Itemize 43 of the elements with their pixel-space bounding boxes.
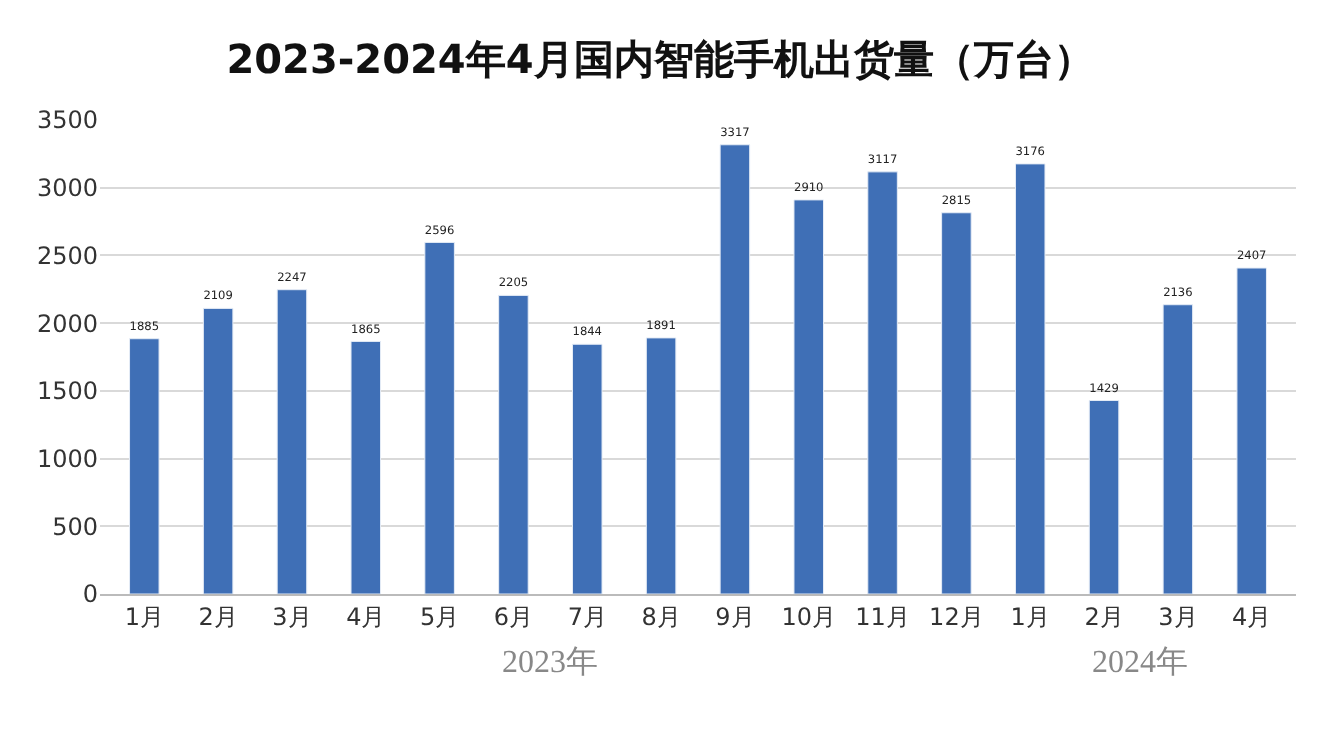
bar: [941, 212, 972, 594]
bar: [867, 171, 898, 594]
x-tick-label: 2月: [1084, 602, 1124, 631]
text: 2023年: [502, 646, 598, 680]
x-tick-label: 3月: [272, 602, 312, 631]
bar: [202, 307, 234, 594]
bar: [572, 343, 603, 594]
bar: [276, 289, 308, 594]
bar: [129, 338, 160, 594]
bar: [645, 337, 677, 594]
y-tick-label: 3000: [36, 174, 98, 203]
x-tick-label: 1月: [1010, 602, 1050, 631]
x-tick-label: 8月: [641, 602, 681, 631]
bar: [498, 294, 529, 594]
bar: [793, 199, 824, 594]
x-tick-label: 5月: [419, 602, 460, 631]
x-tick-label: 4月: [346, 602, 386, 631]
x-tick-label: 4月: [1232, 602, 1272, 631]
x-tick-label: 11月: [855, 602, 910, 631]
x-tick-label: 12月: [929, 602, 984, 631]
y-tick-label: 2000: [36, 309, 98, 338]
bar: [1014, 163, 1046, 594]
bar: [719, 144, 751, 594]
x-tick-label: 9月: [715, 602, 755, 631]
chart-title: 2023-2024年4月国内智能手机出货量（万台）: [226, 35, 1094, 84]
y-tick-label: 500: [52, 512, 98, 541]
x-tick-label: 10月: [781, 602, 837, 631]
bar: [1162, 304, 1194, 594]
x-tick-label: 6月: [493, 602, 534, 631]
x-tick-label: 7月: [567, 602, 607, 631]
y-tick-label: 2500: [36, 241, 98, 270]
bar: [1088, 399, 1120, 594]
x-tick-label: 3月: [1158, 602, 1198, 631]
x-tick-label: 1月: [124, 602, 164, 631]
y-tick-label: 3500: [36, 106, 98, 135]
text: 2024年: [1092, 646, 1188, 680]
y-tick-label: 1500: [36, 377, 98, 406]
bar: [424, 241, 455, 594]
y-tick-label: 0: [82, 580, 98, 609]
bar: [350, 340, 382, 594]
y-tick-label: 1000: [36, 444, 98, 473]
bar: [1236, 267, 1267, 594]
x-tick-label: 2月: [198, 602, 238, 631]
